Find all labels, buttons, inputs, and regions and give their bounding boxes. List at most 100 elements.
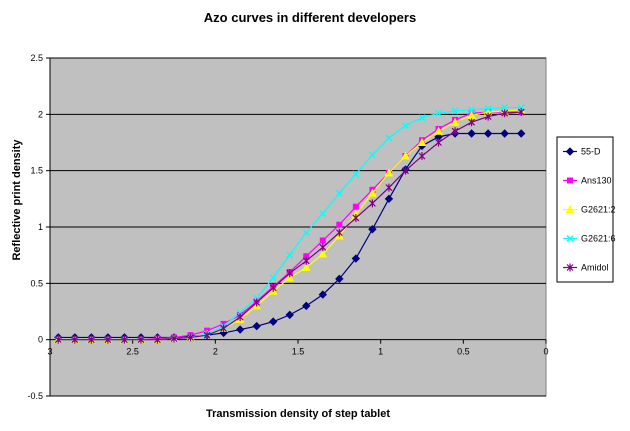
data-point	[71, 335, 79, 344]
data-point	[468, 118, 476, 127]
data-point	[565, 204, 575, 213]
x-tick-label: 0.5	[457, 347, 470, 357]
x-tick-label: 1.5	[292, 347, 305, 357]
data-point	[319, 237, 326, 244]
data-point	[352, 213, 360, 222]
data-point	[335, 274, 344, 284]
data-point	[319, 209, 327, 217]
data-point	[417, 137, 427, 146]
series-4	[54, 108, 525, 344]
data-point	[187, 333, 194, 342]
y-tick-label: 0	[38, 335, 43, 345]
data-point	[501, 109, 509, 118]
data-point	[435, 138, 442, 147]
data-point	[252, 321, 261, 331]
data-point	[500, 129, 509, 138]
data-point	[368, 225, 377, 234]
data-point	[336, 221, 343, 228]
data-point	[220, 324, 228, 333]
data-point	[516, 129, 526, 138]
series-layer	[53, 104, 526, 344]
x-axis-title: Transmission density of step tablet	[206, 408, 390, 420]
data-point	[517, 108, 525, 117]
data-point	[235, 325, 245, 334]
data-point	[450, 117, 460, 126]
data-point	[434, 126, 443, 135]
legend-label: G2621:2	[581, 205, 616, 215]
data-point	[286, 251, 294, 259]
data-point	[253, 298, 261, 307]
data-point	[352, 170, 360, 178]
legend-item: 55-D	[563, 147, 601, 157]
x-tick-label: 2	[213, 347, 218, 357]
legend-item: G2621:2	[563, 205, 616, 215]
axes: 2.5 2 1.5 1 0.5 0 -0.5 3 2.5 2 1.5 1 0.5 0	[27, 53, 548, 401]
data-point	[285, 273, 295, 282]
x-tick-label: 2.5	[126, 347, 139, 357]
data-point	[335, 228, 343, 237]
y-tick-label: 1	[38, 222, 43, 232]
data-point	[501, 104, 509, 112]
data-point	[87, 335, 95, 344]
data-point	[319, 243, 327, 252]
data-point	[351, 254, 361, 263]
legend-label: G2621:6	[581, 234, 616, 244]
y-tick-label: -0.5	[27, 391, 43, 401]
y-tick-label: 2.5	[30, 53, 43, 63]
x-tick-label: 1	[378, 347, 383, 357]
data-point	[467, 129, 476, 138]
legend-label: Ans130	[581, 176, 612, 186]
legend-label: 55-D	[581, 147, 601, 157]
data-point	[236, 313, 244, 322]
data-point	[154, 335, 161, 344]
y-axis-title: Reflective print density	[11, 139, 23, 261]
data-point	[318, 249, 328, 258]
data-point	[418, 152, 426, 161]
data-point	[567, 177, 573, 184]
data-point	[451, 107, 459, 115]
data-point	[286, 269, 294, 278]
y-tick-label: 0.5	[30, 278, 43, 288]
data-point	[402, 166, 409, 175]
data-point	[484, 112, 492, 121]
data-point	[418, 114, 426, 122]
data-point	[120, 335, 128, 344]
grid-lines	[50, 57, 546, 397]
data-point	[468, 106, 476, 114]
data-point	[566, 235, 574, 242]
data-point	[170, 334, 178, 343]
data-point	[483, 129, 493, 138]
data-point	[137, 335, 145, 344]
x-tick-label: 3	[47, 347, 52, 357]
data-point	[301, 263, 311, 272]
data-point	[565, 147, 575, 156]
data-point	[302, 301, 311, 311]
legend-item: Amidol	[563, 263, 609, 273]
data-point	[385, 134, 393, 142]
y-tick-label: 1.5	[30, 166, 43, 176]
data-point	[368, 199, 376, 208]
data-point	[435, 109, 443, 117]
data-point	[566, 263, 574, 272]
data-point	[451, 127, 459, 136]
legend-item: G2621:6	[563, 234, 616, 244]
data-point	[384, 194, 394, 204]
data-point	[54, 335, 62, 344]
y-tick-label: 2	[38, 109, 43, 119]
data-point	[368, 188, 377, 197]
data-point	[203, 331, 211, 340]
data-point	[335, 189, 343, 197]
data-point	[401, 122, 409, 130]
data-point	[352, 203, 359, 210]
data-point	[384, 168, 394, 177]
data-point	[318, 290, 328, 299]
data-point	[385, 183, 393, 192]
data-point	[285, 310, 294, 320]
data-point	[302, 229, 310, 237]
legend-label: Amidol	[581, 263, 609, 273]
data-point	[268, 317, 278, 326]
legend: 55-D Ans130 G2621:2 G2621:6 Amidol	[556, 136, 616, 283]
data-point	[368, 151, 376, 159]
data-point	[484, 105, 492, 113]
